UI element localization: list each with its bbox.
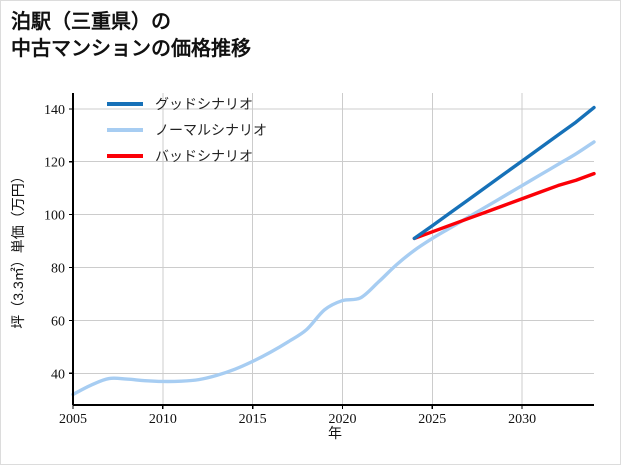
- legend-label: グッドシナリオ: [155, 96, 253, 112]
- y-tick-label: 80: [51, 262, 65, 277]
- legend-label: バッドシナリオ: [155, 148, 253, 164]
- series-line-good: [412, 105, 596, 241]
- y-tick-label: 40: [51, 367, 65, 382]
- legend-label: ノーマルシナリオ: [155, 122, 267, 138]
- axis-spines: [72, 93, 594, 406]
- x-tick-label: 2005: [59, 412, 87, 427]
- series-line-bad: [412, 171, 596, 241]
- x-tick-label: 2015: [239, 412, 267, 427]
- x-tick-label: 2030: [508, 412, 536, 427]
- x-axis-ticks: 2005 2010 2015 2020 2025 2030: [59, 405, 536, 427]
- x-tick-label: 2025: [418, 412, 446, 427]
- y-tick-label: 60: [51, 314, 65, 329]
- series-line-normal: [71, 140, 596, 397]
- page-title: 泊駅（三重県）の 中古マンションの価格推移: [11, 11, 251, 60]
- y-tick-label: 100: [44, 209, 65, 224]
- gridlines-group: [72, 93, 594, 405]
- series-group: [71, 105, 596, 397]
- y-tick-label: 120: [44, 156, 65, 171]
- y-axis-label: 坪（3.3㎡）単価（万円）: [10, 169, 26, 328]
- x-axis-label: 年: [328, 425, 342, 441]
- y-tick-label: 140: [44, 103, 65, 118]
- x-tick-label: 2020: [328, 412, 356, 427]
- y-axis-ticks: 40 60 80 100 120 140: [44, 103, 73, 382]
- x-tick-label: 2010: [149, 412, 177, 427]
